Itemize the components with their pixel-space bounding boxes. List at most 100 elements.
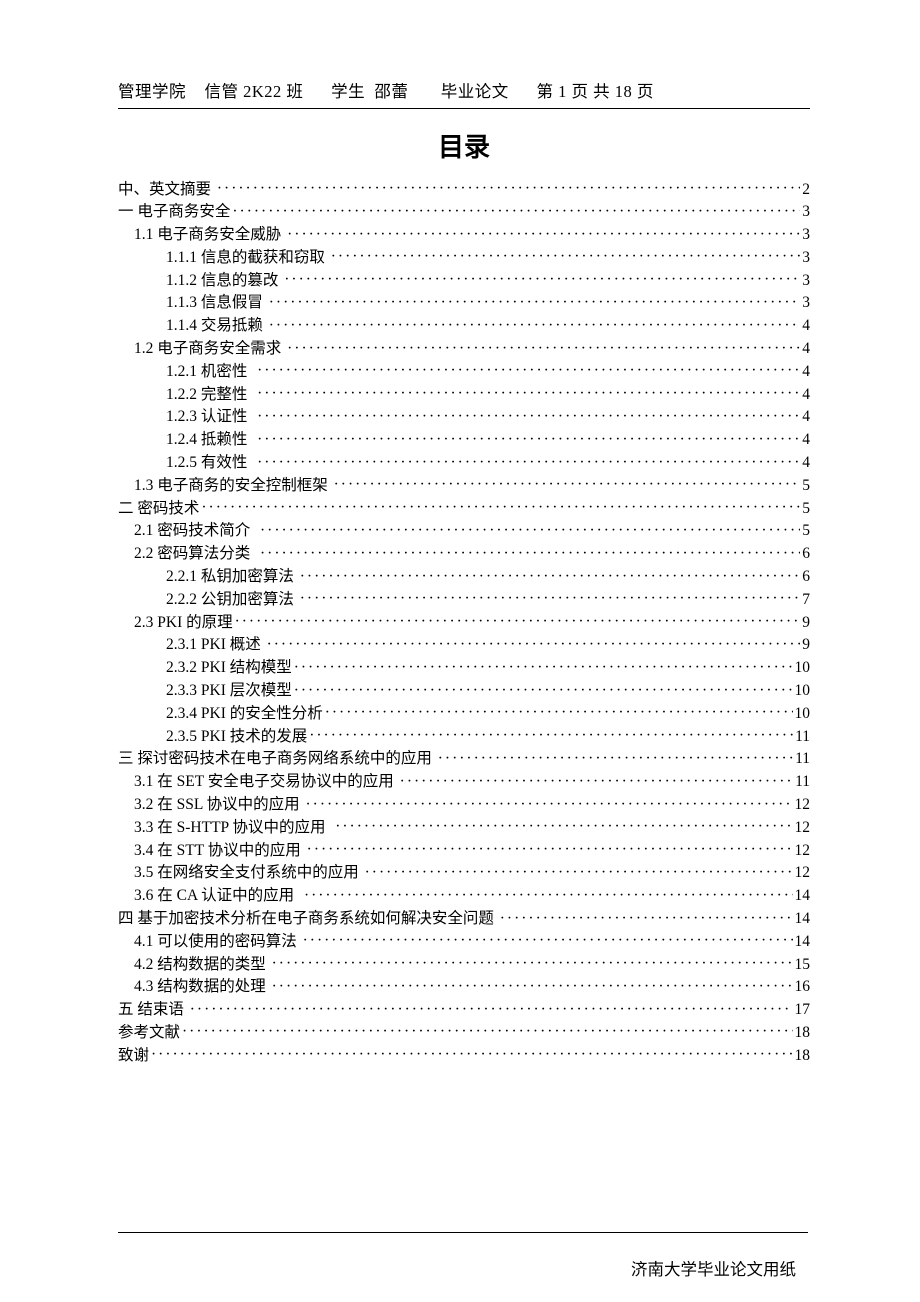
header-doctype: 毕业论文	[441, 78, 509, 102]
toc-row: 3.2 在 SSL 协议中的应用 12	[118, 794, 810, 817]
toc-entry-label: 3.2 在 SSL 协议中的应用	[134, 794, 304, 816]
toc-leader-dots	[217, 178, 800, 194]
toc-row: 2.2.2 公钥加密算法 7	[118, 588, 810, 611]
toc-leader-dots	[257, 452, 800, 468]
toc-leader-dots	[294, 657, 793, 673]
header-student-name: 邵蕾	[374, 78, 408, 102]
toc-leader-dots	[500, 908, 793, 924]
toc-leader-dots	[307, 839, 793, 855]
toc-row: 2.3.5 PKI 技术的发展 11	[118, 725, 810, 748]
toc-entry-page: 12	[795, 817, 811, 839]
toc-row: 3.6 在 CA 认证中的应用 14	[118, 885, 810, 908]
toc-entry-label: 1.1.1 信息的截获和窃取	[166, 247, 329, 269]
toc-entry-page: 4	[802, 315, 810, 337]
toc-leader-dots	[182, 1021, 792, 1037]
toc-entry-page: 3	[802, 201, 810, 223]
toc-entry-page: 5	[802, 520, 810, 542]
toc-leader-dots	[260, 543, 800, 559]
toc-entry-page: 12	[795, 794, 811, 816]
toc-entry-label: 2.2.2 公钥加密算法	[166, 589, 298, 611]
toc-entry-page: 9	[802, 634, 810, 656]
toc-row: 4.2 结构数据的类型 15	[118, 953, 810, 976]
toc-entry-label: 一 电子商务安全	[118, 201, 230, 223]
toc-entry-page: 17	[795, 999, 811, 1021]
toc-row: 参考文献 18	[118, 1021, 810, 1044]
toc-entry-label: 2.3.3 PKI 层次模型	[166, 680, 292, 702]
toc-entry-label: 4.1 可以使用的密码算法	[134, 931, 301, 953]
toc-row: 1.1 电子商务安全威胁 3	[118, 224, 810, 247]
toc-entry-label: 参考文献	[118, 1022, 180, 1044]
toc-entry-page: 5	[802, 498, 810, 520]
toc-leader-dots	[190, 999, 793, 1015]
toc-entry-page: 4	[802, 338, 810, 360]
toc-leader-dots	[294, 680, 793, 696]
toc-leader-dots	[257, 406, 800, 422]
toc-row: 1.1.2 信息的篡改 3	[118, 269, 810, 292]
toc-entry-label: 2.3.5 PKI 技术的发展	[166, 726, 307, 748]
toc-row: 致谢18	[118, 1044, 810, 1067]
toc-entry-page: 4	[802, 384, 810, 406]
toc-entry-page: 7	[802, 589, 810, 611]
toc-entry-label: 五 结束语	[118, 999, 188, 1021]
toc-entry-label: 2.2 密码算法分类	[134, 543, 258, 565]
toc-entry-label: 3.5 在网络安全支付系统中的应用	[134, 862, 363, 884]
toc-entry-page: 3	[802, 247, 810, 269]
toc-entry-page: 3	[802, 224, 810, 246]
toc-entry-page: 4	[802, 452, 810, 474]
toc-entry-label: 1.1.2 信息的篡改	[166, 270, 282, 292]
toc-row: 1.2.5 有效性 4	[118, 452, 810, 475]
toc-row: 1.1.4 交易抵赖 4	[118, 315, 810, 338]
toc-entry-page: 4	[802, 429, 810, 451]
toc-leader-dots	[284, 269, 800, 285]
toc-entry-page: 12	[795, 862, 811, 884]
toc-entry-label: 3.3 在 S-HTTP 协议中的应用	[134, 817, 333, 839]
toc-leader-dots	[438, 748, 793, 764]
toc-entry-page: 14	[795, 908, 811, 930]
toc-leader-dots	[306, 794, 793, 810]
toc-leader-dots	[300, 566, 800, 582]
header-student-label: 学生	[331, 78, 365, 102]
toc-row: 中、英文摘要 2	[118, 178, 810, 201]
toc-entry-page: 11	[795, 726, 810, 748]
toc-entry-page: 14	[795, 885, 811, 907]
toc-leader-dots	[269, 315, 800, 331]
toc-row: 2.3 PKI 的原理9	[118, 611, 810, 634]
toc-row: 1.2.1 机密性 4	[118, 360, 810, 383]
footer-text: 济南大学毕业论文用纸	[631, 1256, 796, 1280]
toc-entry-label: 4.3 结构数据的处理	[134, 976, 270, 998]
toc-entry-label: 2.3 PKI 的原理	[134, 612, 233, 634]
page-header: 管理学院 信管 2K22 班 学生 邵蕾 毕业论文 第 1 页 共 18 页	[118, 78, 810, 102]
toc-row: 1.2.2 完整性 4	[118, 383, 810, 406]
toc-entry-label: 1.1.4 交易抵赖	[166, 315, 267, 337]
toc-row: 1.2.4 抵赖性 4	[118, 429, 810, 452]
toc-leader-dots	[260, 520, 800, 536]
toc-leader-dots	[272, 976, 793, 992]
toc-row: 3.1 在 SET 安全电子交易协议中的应用 11	[118, 771, 810, 794]
toc-entry-label: 1.2 电子商务安全需求	[134, 338, 285, 360]
toc-leader-dots	[151, 1044, 792, 1060]
toc-entry-label: 致谢	[118, 1045, 149, 1067]
toc-entry-page: 3	[802, 270, 810, 292]
toc-leader-dots	[267, 634, 801, 650]
toc-entry-label: 2.3.1 PKI 概述	[166, 634, 265, 656]
toc-leader-dots	[331, 246, 800, 262]
toc-entry-label: 1.3 电子商务的安全控制框架	[134, 475, 332, 497]
toc-leader-dots	[365, 862, 793, 878]
toc-leader-dots	[232, 201, 800, 217]
toc-entry-label: 3.6 在 CA 认证中的应用	[134, 885, 302, 907]
toc-entry-label: 1.2.3 认证性	[166, 406, 255, 428]
toc-entry-label: 2.2.1 私钥加密算法	[166, 566, 298, 588]
toc-entry-page: 14	[795, 931, 811, 953]
toc-leader-dots	[257, 383, 800, 399]
toc-leader-dots	[300, 588, 800, 604]
toc-entry-page: 6	[802, 566, 810, 588]
toc-row: 二 密码技术5	[118, 497, 810, 520]
toc-entry-page: 18	[795, 1022, 811, 1044]
toc-row: 3.4 在 STT 协议中的应用 12	[118, 839, 810, 862]
header-college: 管理学院	[118, 78, 186, 102]
toc-row: 3.3 在 S-HTTP 协议中的应用 12	[118, 816, 810, 839]
toc-leader-dots	[287, 224, 800, 240]
toc-leader-dots	[304, 885, 793, 901]
toc-entry-page: 2	[802, 179, 810, 201]
toc-entry-label: 四 基于加密技术分析在电子商务系统如何解决安全问题	[118, 908, 498, 930]
